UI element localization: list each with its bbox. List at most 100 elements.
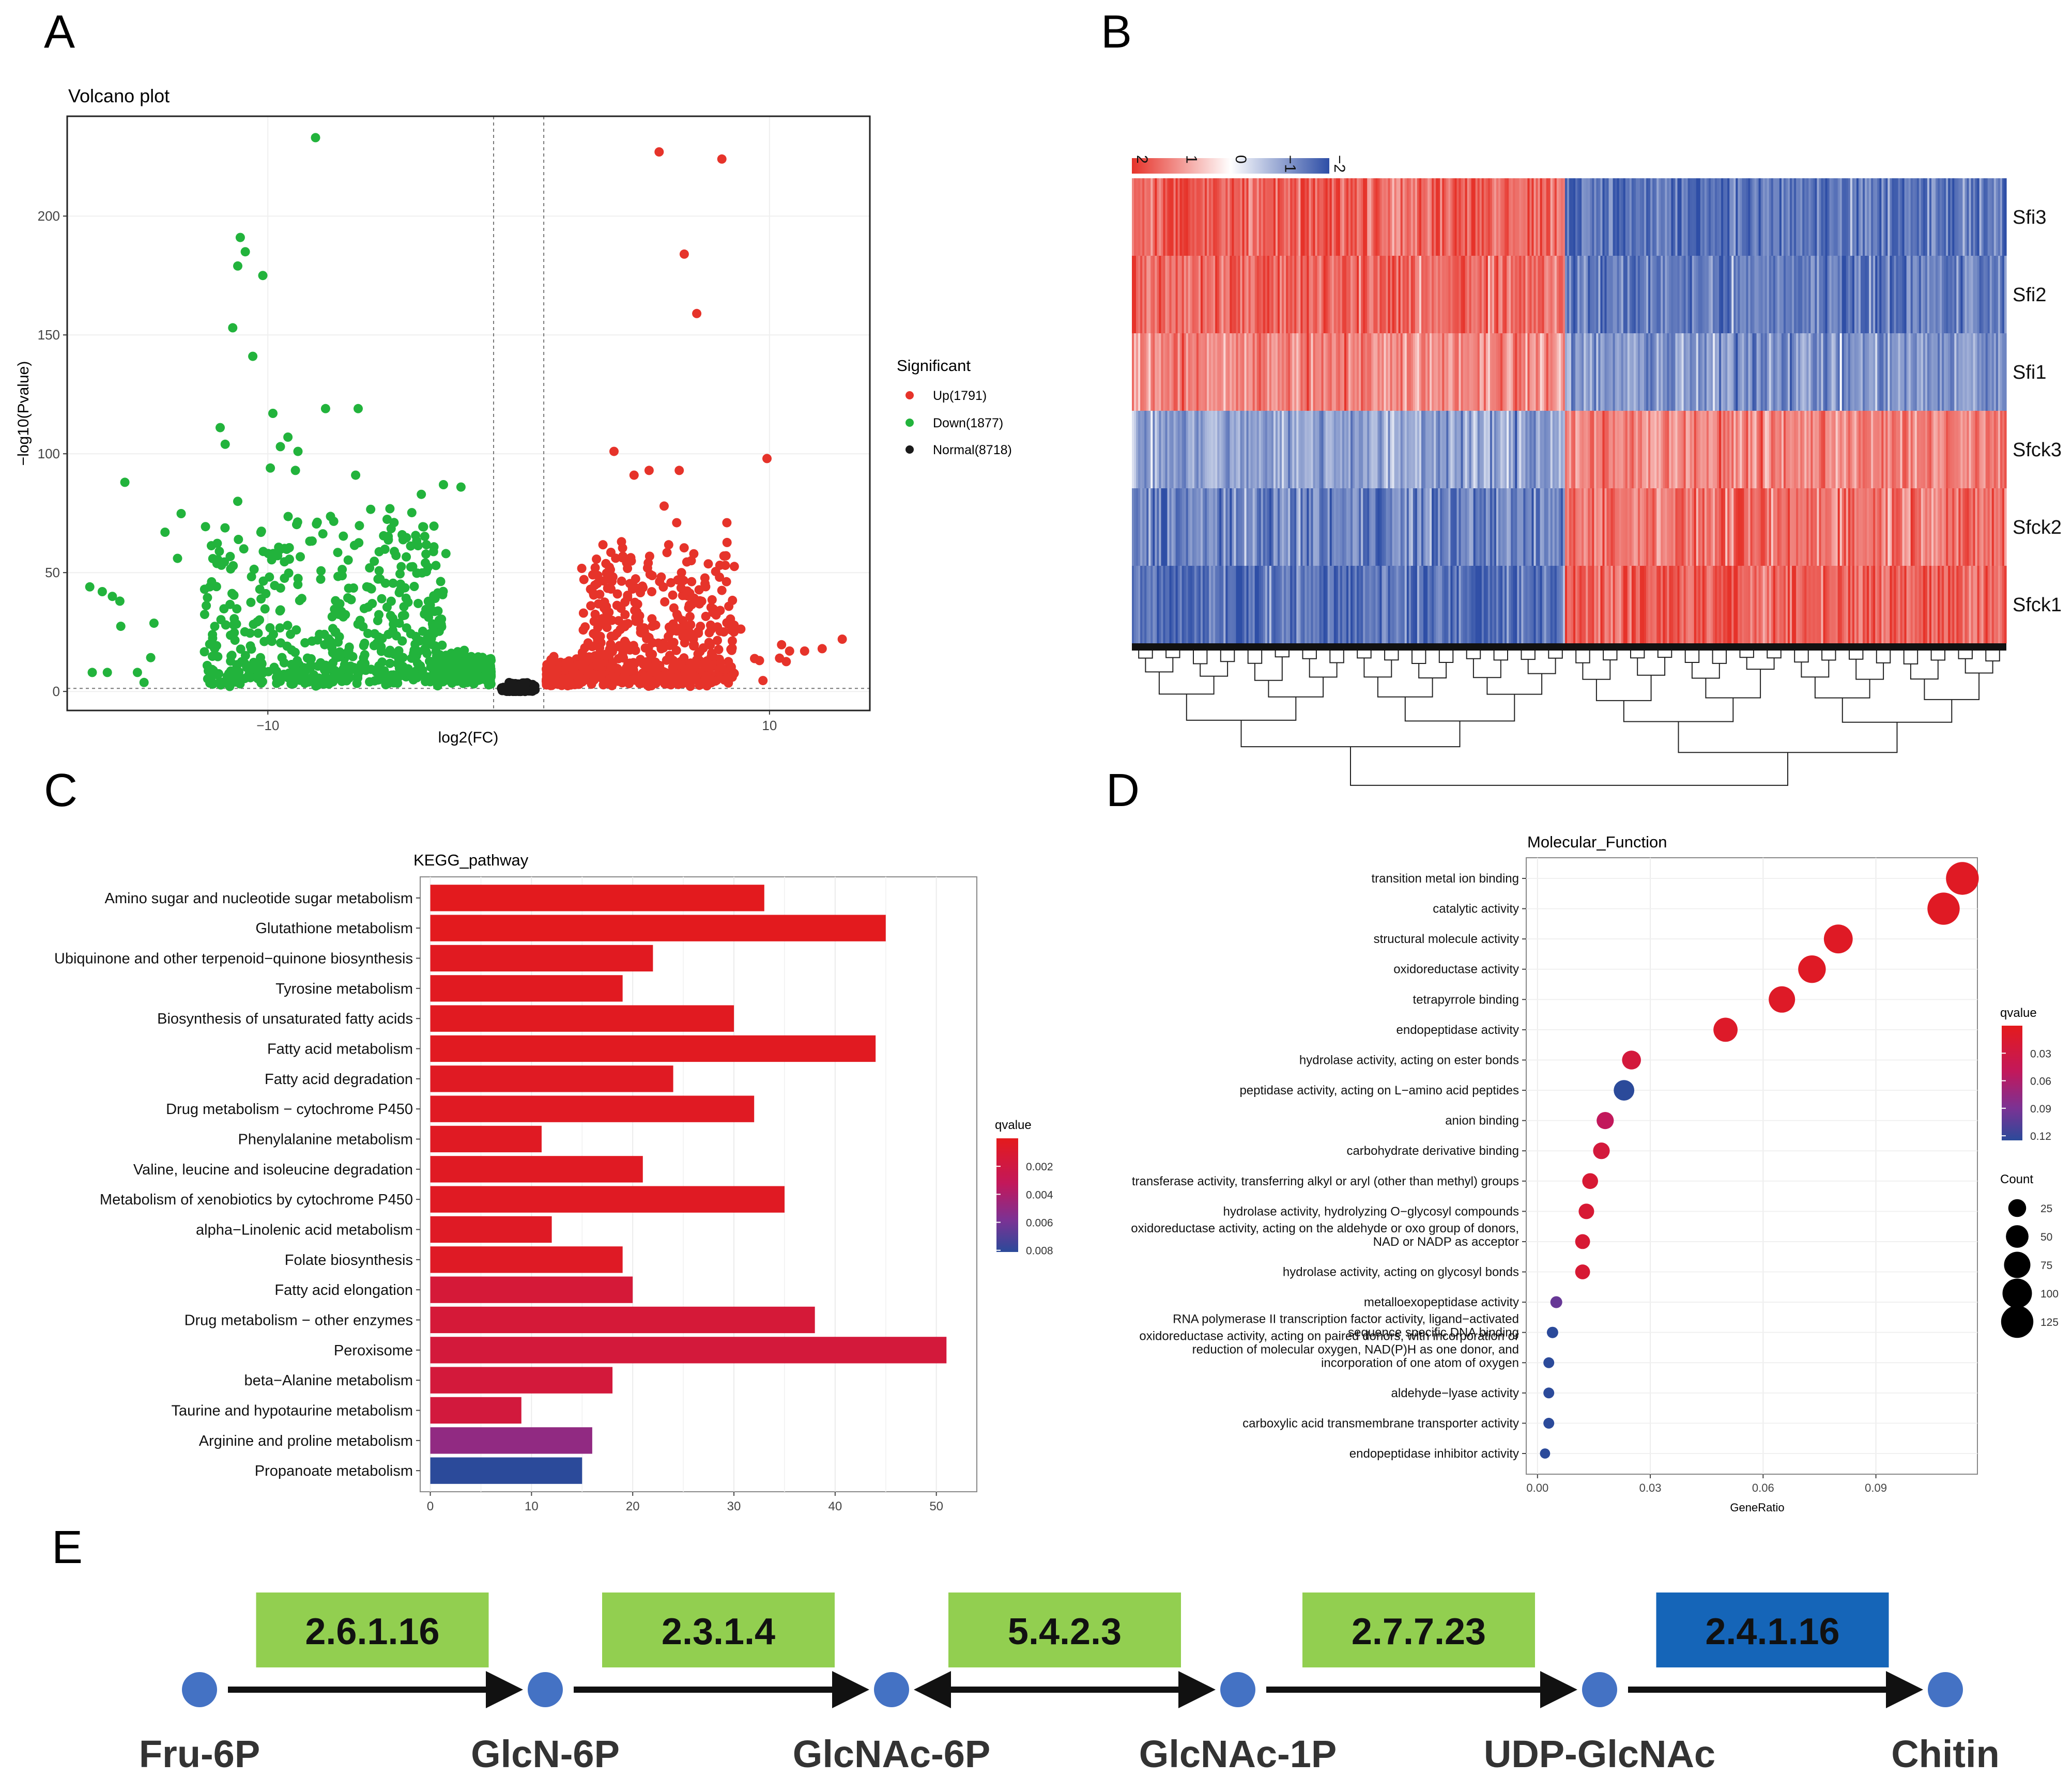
- volcano-point-down: [377, 594, 387, 604]
- heatmap-cell: [1531, 256, 1534, 333]
- heatmap-cell: [1355, 256, 1357, 333]
- heatmap-cell: [1167, 566, 1170, 643]
- heatmap-cell: [1906, 411, 1909, 488]
- heatmap-cell: [1275, 566, 1278, 643]
- volcano-point-highlight: [609, 446, 619, 456]
- heatmap-cell: [1382, 178, 1385, 256]
- heatmap-cell: [1738, 178, 1740, 256]
- volcano-point-down: [374, 610, 383, 620]
- mf-category-label: reduction of molecular oxygen, NAD(P)H a…: [1192, 1342, 1519, 1356]
- heatmap-cell: [1898, 488, 1901, 566]
- heatmap-cell: [2004, 256, 2007, 333]
- heatmap-cell: [1569, 411, 1572, 488]
- heatmap-cell: [1608, 488, 1611, 566]
- heatmap-cell: [1373, 256, 1376, 333]
- heatmap-cell: [1779, 256, 1782, 333]
- heatmap-cell: [1627, 178, 1630, 256]
- mf-title: Molecular_Function: [1527, 833, 1667, 851]
- heatmap-cell: [1175, 178, 1178, 256]
- heatmap-cell: [2000, 566, 2003, 643]
- kegg-bar: [430, 1397, 521, 1424]
- heatmap-cell: [1685, 256, 1689, 333]
- heatmap-cell: [1936, 333, 1938, 411]
- heatmap-cell: [1929, 488, 1932, 566]
- heatmap-cell: [1983, 411, 1986, 488]
- heatmap-cell: [1904, 333, 1907, 411]
- volcano-point-up: [589, 589, 598, 598]
- mf-dot: [1614, 1080, 1635, 1101]
- heatmap-cell: [1404, 178, 1407, 256]
- heatmap-cell: [1881, 178, 1884, 256]
- heatmap-cell: [1340, 256, 1343, 333]
- heatmap-cell: [1225, 411, 1228, 488]
- volcano-point-down: [370, 556, 379, 566]
- heatmap-cell: [1400, 333, 1403, 411]
- heatmap-cell: [1192, 178, 1195, 256]
- heatmap-cell: [1938, 178, 1940, 256]
- heatmap-cell: [1292, 256, 1295, 333]
- heatmap-cell: [1148, 333, 1151, 411]
- heatmap-cell: [1150, 488, 1153, 566]
- heatmap-cell: [1294, 411, 1297, 488]
- heatmap-cell: [1396, 256, 1399, 333]
- heatmap-cell: [1800, 256, 1803, 333]
- heatmap-cell: [1752, 333, 1755, 411]
- heatmap-cell: [1777, 411, 1780, 488]
- heatmap-cell: [1858, 333, 1861, 411]
- heatmap-cell: [1802, 333, 1805, 411]
- heatmap-cell: [1479, 488, 1482, 566]
- heatmap-cell: [1706, 566, 1709, 643]
- volcano-point-up: [647, 676, 656, 686]
- heatmap-cell: [1309, 411, 1312, 488]
- heatmap-cell: [1615, 566, 1618, 643]
- heatmap-cell: [1373, 333, 1376, 411]
- heatmap-cell: [1635, 411, 1638, 488]
- pathway-node: [528, 1672, 563, 1707]
- heatmap-cell: [1646, 488, 1649, 566]
- volcano-point-up: [727, 625, 736, 635]
- volcano-point-highlight: [235, 233, 245, 242]
- heatmap-cell: [1434, 488, 1436, 566]
- volcano-point-up: [700, 573, 710, 583]
- heatmap-cell: [1602, 178, 1605, 256]
- heatmap-cell: [1562, 333, 1565, 411]
- heatmap-cell: [1621, 566, 1624, 643]
- legend-label-normal: Normal(8718): [933, 443, 1012, 457]
- heatmap-cell: [1582, 256, 1584, 333]
- heatmap-cell: [1315, 256, 1318, 333]
- heatmap-cell: [1446, 411, 1449, 488]
- volcano-point-down: [240, 627, 250, 637]
- heatmap-cell: [1794, 178, 1797, 256]
- heatmap-cell: [1215, 566, 1218, 643]
- heatmap-cell: [1839, 566, 1843, 643]
- mf-legend-size-label: 50: [2040, 1231, 2052, 1243]
- volcano-point-highlight: [266, 463, 275, 473]
- heatmap-cell: [1998, 411, 2001, 488]
- heatmap-cell: [1240, 566, 1243, 643]
- heatmap-cell: [1452, 566, 1455, 643]
- heatmap-cell: [1408, 411, 1411, 488]
- heatmap-cell: [1410, 411, 1414, 488]
- heatmap-cell: [1825, 256, 1828, 333]
- kegg-bar: [430, 1035, 876, 1062]
- heatmap-cell: [1340, 333, 1343, 411]
- heatmap-cell: [1498, 411, 1501, 488]
- heatmap-cell: [1802, 256, 1805, 333]
- heatmap-cell: [1727, 178, 1730, 256]
- heatmap-cell: [1650, 488, 1653, 566]
- heatmap-cell: [1415, 333, 1418, 411]
- volcano-point-down: [217, 677, 227, 687]
- heatmap-cell: [1956, 333, 1959, 411]
- heatmap-cell: [1631, 178, 1634, 256]
- heatmap-cell: [1138, 566, 1141, 643]
- heatmap-cell: [1936, 488, 1938, 566]
- heatmap-cell: [1654, 488, 1657, 566]
- heatmap-cell: [1931, 256, 1934, 333]
- volcano-point-down: [337, 565, 347, 575]
- heatmap-cell: [1879, 333, 1882, 411]
- heatmap-cell: [1161, 333, 1164, 411]
- mf-category-label: oxidoreductase activity: [1393, 963, 1519, 977]
- volcano-point-highlight: [173, 553, 182, 563]
- heatmap-cell: [1661, 333, 1663, 411]
- volcano-point-up: [647, 614, 657, 624]
